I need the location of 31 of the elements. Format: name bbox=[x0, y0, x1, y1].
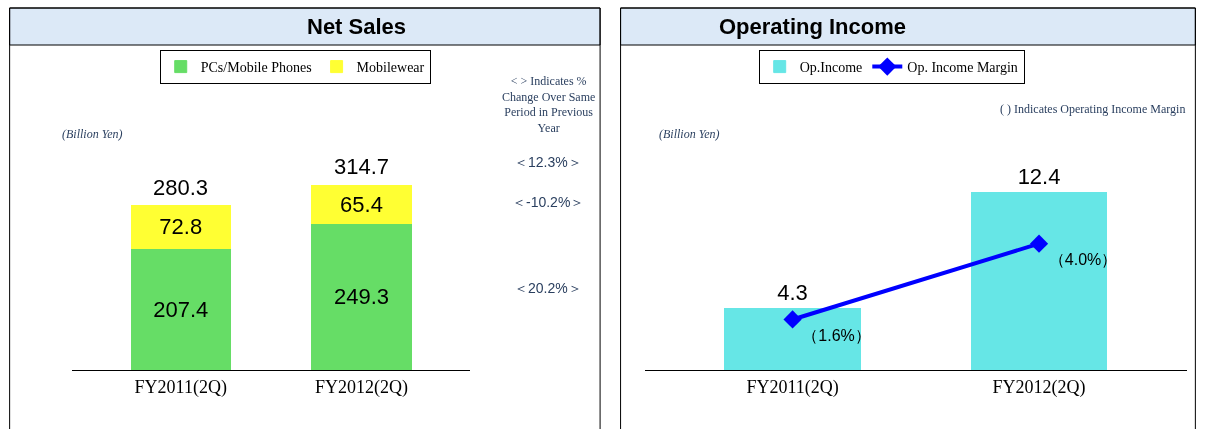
data-label: （1.6%） bbox=[802, 327, 871, 345]
chart-title: Operating Income bbox=[719, 14, 907, 39]
data-label: 207.4 bbox=[153, 296, 209, 322]
bar bbox=[311, 223, 412, 370]
text: ＜-10.2%＞ bbox=[512, 194, 585, 210]
total-label: 314.7 bbox=[334, 154, 390, 179]
chart-title: Net Sales bbox=[307, 14, 407, 39]
text: ＜12.3%＞ bbox=[514, 154, 582, 170]
text: (Billion Yen) bbox=[62, 127, 123, 141]
x-tick-label: FY2012(2Q) bbox=[315, 376, 408, 398]
data-label: （4.0%） bbox=[1048, 251, 1118, 269]
bar bbox=[311, 184, 412, 225]
text: ＜20.2%＞ bbox=[514, 280, 582, 296]
x-tick-label: FY2011(2Q) bbox=[134, 376, 227, 398]
data-label: 249.3 bbox=[333, 284, 390, 310]
text: (Billion Yen) bbox=[659, 127, 720, 141]
bar bbox=[130, 247, 231, 370]
legend-label: Op.Income bbox=[799, 60, 863, 76]
data-label: 72.8 bbox=[159, 214, 203, 240]
legend-label: PCs/Mobile Phones bbox=[200, 60, 312, 76]
legend-label: Mobilewear bbox=[356, 60, 425, 76]
text: ( ) Indicates Operating Income Margin bbox=[1000, 102, 1186, 116]
x-tick-label: FY2012(2Q) bbox=[992, 376, 1086, 398]
legend-label: Op. Income Margin bbox=[907, 60, 1018, 76]
text: < > Indicates % Change Over Same Period in Previous Year bbox=[502, 74, 596, 135]
x-tick-label: FY2011(2Q) bbox=[746, 376, 839, 398]
total-label: 280.3 bbox=[153, 175, 209, 200]
data-label: 65.4 bbox=[340, 192, 383, 218]
bar bbox=[130, 205, 231, 249]
data-label: 4.3 bbox=[777, 280, 808, 306]
data-label: 12.4 bbox=[1017, 164, 1061, 190]
